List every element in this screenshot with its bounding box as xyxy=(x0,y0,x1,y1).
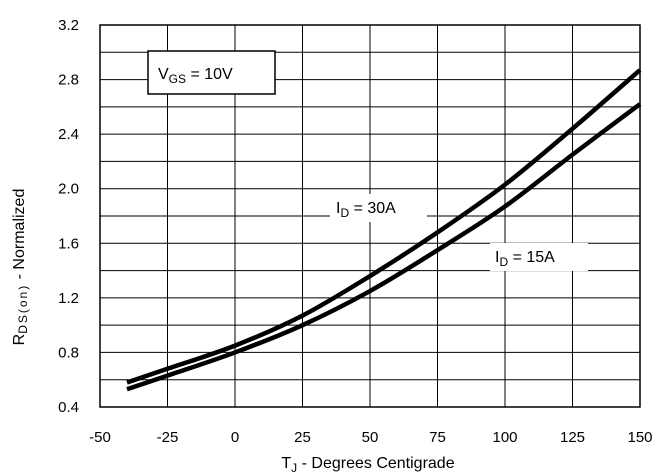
series-label-15a-text: ID = 15A xyxy=(495,249,555,269)
vgs-annotation: VGS = 10V xyxy=(147,50,276,95)
series-line-30a xyxy=(126,68,642,385)
grid xyxy=(99,24,641,408)
x-tick-label: 75 xyxy=(429,429,446,446)
y-tick-label: 2.0 xyxy=(58,181,79,198)
x-tick-label: 150 xyxy=(627,429,652,446)
y-tick-label: 3.2 xyxy=(58,17,79,34)
x-tick-label: 50 xyxy=(362,429,379,446)
y-tick-label: 1.2 xyxy=(58,290,79,307)
plot-frame xyxy=(99,24,641,408)
series-label-30a: ID = 30A xyxy=(330,194,427,222)
series-layer xyxy=(126,68,642,392)
series-label-30a-text: ID = 30A xyxy=(336,200,396,220)
x-tick-label: 25 xyxy=(294,429,311,446)
vgs-annotation-label: VGS = 10V xyxy=(158,66,233,86)
x-tick-label: -25 xyxy=(157,429,179,446)
y-tick-labels: 0.4 0.8 1.2 1.6 2.0 2.4 2.8 3.2 xyxy=(58,17,79,416)
x-tick-label: -50 xyxy=(89,429,111,446)
y-tick-label: 2.4 xyxy=(58,126,79,143)
x-tick-label: 0 xyxy=(231,429,239,446)
x-tick-label: 125 xyxy=(560,429,585,446)
x-tick-label: 100 xyxy=(492,429,517,446)
x-axis-label: TJ - Degrees Centigrade xyxy=(281,455,454,472)
y-axis-label: RDS(on) - Normalized xyxy=(11,189,30,346)
vgs-annotation-box xyxy=(147,50,276,95)
y-tick-label: 2.8 xyxy=(58,72,79,89)
y-tick-label: 1.6 xyxy=(58,235,79,252)
series-line-15a xyxy=(126,102,642,392)
y-tick-label: 0.8 xyxy=(58,344,79,361)
x-tick-labels: -50 -25 0 25 50 75 100 125 150 xyxy=(89,429,652,446)
series-label-15a: ID = 15A xyxy=(490,243,588,271)
y-tick-label: 0.4 xyxy=(58,399,79,416)
